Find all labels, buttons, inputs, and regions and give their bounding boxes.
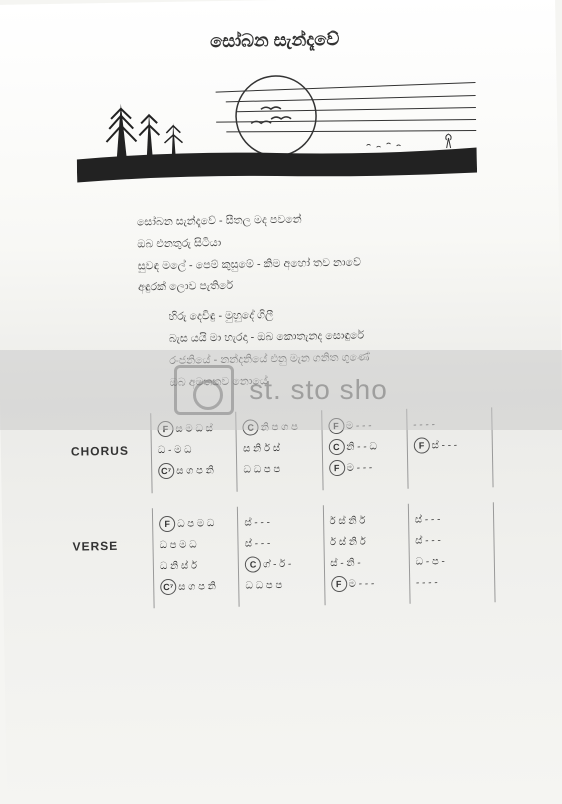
notes-text: ධ නි ස් ර් xyxy=(160,561,197,573)
notation-column: ස් - - - ස් - - - Cග් - ර් - ධ ධ ප ප xyxy=(238,506,325,607)
note-line: ධ ධ ප ප xyxy=(243,461,316,480)
note-line: C⁷ස ග ප නි xyxy=(160,578,233,597)
note-line: Fම - - - xyxy=(331,575,404,594)
notes-text: ධ ප ම ධ xyxy=(159,540,196,552)
song-title: සෝබන සැන්දෑවේ xyxy=(34,26,516,55)
note-line: ධ ප ම ධ xyxy=(159,536,232,555)
note-line: Cනි - - ධ xyxy=(328,438,401,457)
notes-text: ර් ස් නි ර් xyxy=(330,537,366,549)
notes-text: ස් - - - xyxy=(415,515,441,526)
watermark-text: st. sto sho xyxy=(249,374,388,406)
notes-text: නි - - ධ xyxy=(346,442,377,454)
notes-text: ර් ස් නි ර් xyxy=(330,516,366,528)
chord-marker: F xyxy=(329,460,345,476)
note-line: Cග් - ර් - xyxy=(245,556,318,575)
note-line: ධ ධ ප ප xyxy=(245,577,318,596)
notes-text: ස ග ප නි xyxy=(178,582,216,594)
note-line: C⁷ස ග ප නි xyxy=(158,462,231,481)
camera-icon xyxy=(174,365,234,415)
notation-column: ස් - - - ස් - - - ධ - ප - - - - - xyxy=(409,503,496,604)
chord-marker: C xyxy=(328,439,344,455)
notes-text: ම - - - xyxy=(347,463,373,474)
notes-text: ධ ධ ප ප xyxy=(245,580,282,592)
note-line: ධ - ප - xyxy=(415,553,488,572)
note-line: ධ - ම ධ xyxy=(158,441,231,460)
chord-marker: C⁷ xyxy=(158,463,174,479)
photobucket-watermark: st. sto sho xyxy=(0,350,562,430)
lyric-line: බැස යයි මා හැරදා - ඔබ කොතැනද සොඳුරේ xyxy=(169,325,461,350)
chord-marker: C xyxy=(245,557,261,573)
note-line: ස් - - - xyxy=(415,532,488,551)
note-line: ර් ස් නි ර් xyxy=(330,533,403,552)
notation-grid: Fධ ප ම ධධ ප ම ධධ නි ස් ර්C⁷ස ග ප නිස් - … xyxy=(152,503,496,609)
notes-text: ස් - - - xyxy=(245,539,271,550)
chord-marker: F xyxy=(331,576,347,592)
notes-text: ම - - - xyxy=(349,579,375,590)
note-line: ස් - නි - xyxy=(330,554,403,573)
lyric-line: අඳුරක් ලොව පැතිරේ xyxy=(138,273,460,298)
notes-text: ග් - ර් - xyxy=(263,559,291,570)
notes-text: ස් - නි - xyxy=(330,558,360,570)
notation-column: Fධ ප ම ධධ ප ම ධධ නි ස් ර්C⁷ස ග ප නි xyxy=(153,507,240,608)
notation-container: CHORUSFස ම ධ ස්ධ - ම ධC⁷ස ග ප නිCනි ප ග … xyxy=(40,407,525,610)
section-label: VERSE xyxy=(72,509,153,554)
lyric-line: හිරු දෙවිඳු - මුහුදේ ගිලී xyxy=(168,303,460,328)
lyric-line: සෝබන සැන්දෑවේ - සීතල මද පවනේ xyxy=(137,208,459,233)
lyric-line: ඔබ එනතුරු සිටියා xyxy=(137,230,459,255)
note-line: - - - - xyxy=(416,574,489,593)
notes-text: ස නි ර් ස් xyxy=(243,443,280,455)
note-line: ස් - - - xyxy=(245,535,318,554)
chord-marker: F xyxy=(413,438,429,454)
notes-text: ස ග ප නි xyxy=(176,466,214,478)
chord-marker: C⁷ xyxy=(160,579,176,595)
note-line: Fධ ප ම ධ xyxy=(159,515,232,534)
note-line: Fස් - - - xyxy=(413,437,486,456)
notes-text: ස් - - - xyxy=(431,440,457,451)
note-line: Fම - - - xyxy=(329,459,402,478)
note-line: ධ නි ස් ර් xyxy=(160,557,233,576)
notes-text: ස් - - - xyxy=(244,518,270,529)
note-line: ස් - - - xyxy=(415,511,488,530)
lyric-line: සුවඳ මලේ - පෙම් කුසුමේ - කිම අහෝ තව නාවේ xyxy=(137,251,459,276)
landscape-illustration xyxy=(75,58,477,195)
notes-text: ධ ධ ප ප xyxy=(243,464,280,476)
notation-column: ර් ස් නි ර් ර් ස් නි ර් ස් - නි - Fම - - - xyxy=(323,504,410,605)
notes-text: - - - - xyxy=(416,578,438,589)
notes-text: ධ - ප - xyxy=(416,557,445,569)
notes-text: ධ ප ම ධ xyxy=(177,519,214,531)
note-line: ස නි ර් ස් xyxy=(243,440,316,459)
note-line xyxy=(414,458,486,459)
chord-marker: F xyxy=(159,516,175,532)
note-line: ර් ස් නි ර් xyxy=(329,512,402,531)
notes-text: ධ - ම ධ xyxy=(158,445,192,457)
notation-section: VERSEFධ ප ම ධධ ප ම ධධ නි ස් ර්C⁷ස ග ප නි… xyxy=(72,503,496,610)
note-line: ස් - - - xyxy=(244,514,317,533)
notes-text: ස් - - - xyxy=(415,536,441,547)
